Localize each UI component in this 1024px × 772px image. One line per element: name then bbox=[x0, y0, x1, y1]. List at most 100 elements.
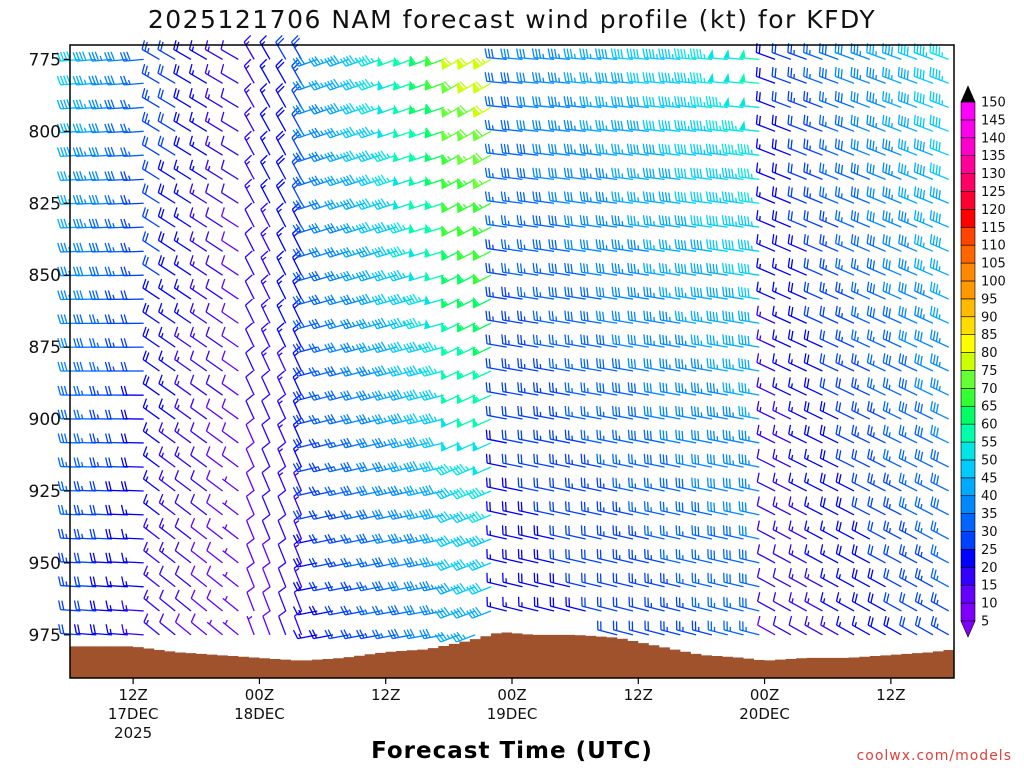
barb-half bbox=[720, 150, 721, 155]
barb-full bbox=[616, 359, 617, 368]
barb-full bbox=[518, 430, 519, 439]
barb-full bbox=[679, 502, 680, 511]
barb-full bbox=[695, 407, 696, 416]
barb-full bbox=[505, 430, 506, 439]
barb-full bbox=[537, 502, 538, 511]
barb-full bbox=[660, 382, 661, 391]
barb-full bbox=[490, 478, 491, 487]
barb-full bbox=[553, 502, 554, 511]
barb-full bbox=[57, 76, 60, 85]
barb-half bbox=[638, 174, 639, 179]
barb-full bbox=[59, 600, 61, 609]
barb-full bbox=[58, 505, 60, 514]
barb-full bbox=[682, 359, 683, 368]
barb-full bbox=[666, 479, 667, 488]
barb-full bbox=[58, 291, 61, 300]
barb-half bbox=[66, 581, 67, 586]
barb-half bbox=[590, 78, 591, 83]
barb-full bbox=[597, 406, 598, 415]
barb-full bbox=[550, 454, 551, 463]
barb-full bbox=[619, 407, 620, 416]
barb-full bbox=[600, 478, 601, 487]
barb-full bbox=[635, 407, 636, 416]
barb-full bbox=[663, 383, 664, 392]
barb-full bbox=[619, 359, 620, 368]
barb-full bbox=[502, 406, 503, 415]
barb-full bbox=[647, 359, 648, 368]
barb-full bbox=[644, 382, 645, 391]
barb-full bbox=[613, 454, 614, 463]
barb-full bbox=[616, 502, 617, 511]
barb-full bbox=[644, 358, 645, 367]
barb-half bbox=[590, 54, 591, 59]
barb-full bbox=[581, 430, 582, 439]
barb-full bbox=[663, 454, 664, 463]
barb-full bbox=[660, 478, 661, 487]
barb-full bbox=[61, 338, 64, 347]
barb-half bbox=[622, 174, 623, 179]
barb-full bbox=[64, 219, 67, 228]
barb-full bbox=[711, 478, 712, 487]
barb-full bbox=[682, 479, 683, 488]
barb-full bbox=[521, 430, 522, 439]
barb-full bbox=[628, 382, 629, 391]
barb-full bbox=[616, 383, 617, 392]
barb-half bbox=[493, 197, 494, 202]
barb-full bbox=[64, 267, 67, 276]
barb-half bbox=[493, 149, 494, 154]
barb-full bbox=[584, 430, 585, 439]
barb-full bbox=[597, 382, 598, 391]
barb-half bbox=[688, 78, 689, 83]
barb-full bbox=[553, 407, 554, 416]
barb-half bbox=[672, 102, 673, 107]
barb-full bbox=[518, 501, 519, 510]
barb-full bbox=[695, 383, 696, 392]
barb-full bbox=[632, 454, 633, 463]
barb-full bbox=[537, 407, 538, 416]
barb-full bbox=[710, 383, 711, 392]
barb-full bbox=[613, 478, 614, 487]
barb-half bbox=[575, 149, 576, 154]
barb-half bbox=[590, 149, 591, 154]
barb-full bbox=[58, 362, 61, 371]
barb-full bbox=[534, 382, 535, 391]
barb-full bbox=[679, 430, 680, 439]
barb-full bbox=[486, 406, 487, 415]
barb-full bbox=[714, 479, 715, 488]
barb-full bbox=[695, 478, 696, 487]
barb-half bbox=[672, 54, 673, 59]
barb-half bbox=[704, 150, 705, 155]
barb-full bbox=[64, 362, 67, 371]
barb-full bbox=[521, 454, 522, 463]
barb-full bbox=[581, 406, 582, 415]
barb-half bbox=[704, 54, 705, 59]
barb-full bbox=[490, 502, 491, 511]
barb-full bbox=[666, 407, 667, 416]
barb-half bbox=[493, 173, 494, 178]
barb-full bbox=[666, 359, 667, 368]
barb-full bbox=[502, 501, 503, 510]
barb-half bbox=[704, 78, 705, 83]
barb-full bbox=[65, 434, 67, 443]
barb-full bbox=[698, 383, 699, 392]
barb-full bbox=[613, 501, 614, 510]
barb-full bbox=[59, 576, 61, 585]
barb-full bbox=[695, 454, 696, 463]
barb-full bbox=[714, 407, 715, 416]
barb-full bbox=[61, 458, 63, 467]
barb-full bbox=[647, 407, 648, 416]
barb-half bbox=[654, 245, 655, 250]
barb-full bbox=[613, 382, 614, 391]
barb-half bbox=[126, 581, 127, 586]
barb-full bbox=[64, 338, 67, 347]
barb-full bbox=[550, 501, 551, 510]
barb-full bbox=[505, 359, 506, 368]
barb-full bbox=[635, 359, 636, 368]
barb-full bbox=[64, 314, 67, 323]
barb-full bbox=[679, 359, 680, 368]
barb-half bbox=[559, 54, 560, 59]
barb-full bbox=[487, 501, 488, 510]
barb-full bbox=[650, 359, 651, 368]
barb-half bbox=[524, 221, 525, 226]
barb-full bbox=[61, 171, 64, 180]
